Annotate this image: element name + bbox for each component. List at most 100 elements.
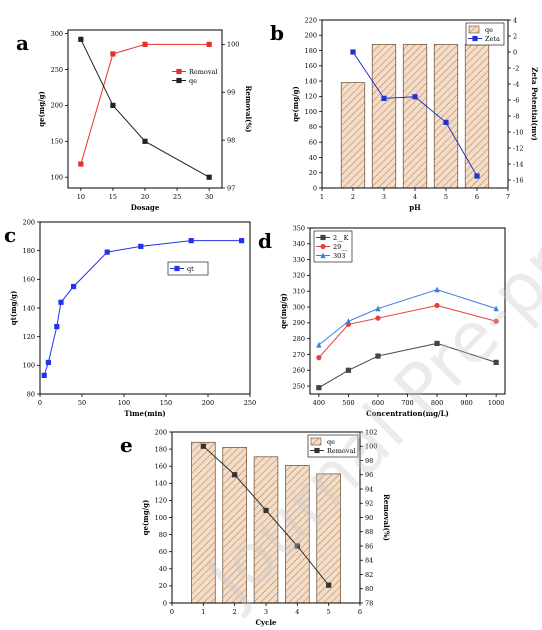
x-tick-label-e: 1 bbox=[201, 608, 205, 616]
legend-marker-d bbox=[320, 234, 326, 241]
watermark-text: Journal Pre-proof bbox=[188, 148, 542, 622]
legend-entry-a: Removal bbox=[189, 68, 217, 76]
y-tick-label-e: 20 bbox=[159, 582, 167, 590]
x-tick-label-d: 1000 bbox=[488, 399, 505, 407]
legend-entry-d: 303 bbox=[333, 252, 345, 260]
y2-tick-label-b: 2 bbox=[513, 32, 517, 40]
y2-tick-label-a: 97 bbox=[227, 184, 235, 192]
y-tick-label-d: 270 bbox=[293, 351, 305, 359]
y2-tick-label-b: 0 bbox=[513, 48, 517, 56]
y-tick-label-d: 250 bbox=[293, 382, 305, 390]
y-tick-label-b: 20 bbox=[309, 169, 317, 177]
x-tick-label-a: 15 bbox=[109, 193, 117, 201]
bar-b-1 bbox=[340, 82, 366, 189]
x-tick-label-c: 0 bbox=[38, 399, 42, 407]
y-tick-label-b: 100 bbox=[305, 108, 317, 116]
legend-box-c bbox=[167, 261, 209, 276]
y-tick-label-a: 100 bbox=[51, 174, 63, 182]
y2-tick-label-e: 86 bbox=[365, 542, 373, 550]
legend-marker-b bbox=[472, 35, 478, 42]
data-point-a-1 bbox=[78, 36, 84, 42]
y-tick-label-d: 310 bbox=[293, 288, 305, 296]
y-axis-label-b: qe(mg/g) bbox=[291, 86, 300, 122]
y2-tick-label-e: 98 bbox=[365, 457, 373, 465]
data-point-c-0 bbox=[239, 238, 245, 244]
data-point-a-1 bbox=[142, 138, 148, 144]
data-point-b-1 bbox=[350, 49, 356, 55]
legend-entry-b: Zeta bbox=[485, 35, 500, 43]
data-point-c-0 bbox=[104, 249, 110, 255]
y2-axis-label-a: Removal(%) bbox=[244, 86, 253, 133]
y2-tick-label-e: 80 bbox=[365, 585, 373, 593]
series-line-c-0 bbox=[43, 240, 242, 376]
data-point-d-2 bbox=[316, 341, 322, 348]
data-point-d-0 bbox=[316, 385, 322, 391]
data-point-b-1 bbox=[474, 173, 480, 179]
legend-swatch-b bbox=[468, 25, 480, 34]
x-tick-label-b: 4 bbox=[413, 193, 417, 201]
panel-label-d: d bbox=[258, 229, 272, 253]
panel-label-b: b bbox=[270, 21, 284, 45]
y-tick-label-d: 280 bbox=[293, 335, 305, 343]
data-point-e-1 bbox=[263, 507, 269, 513]
data-point-d-2 bbox=[375, 305, 381, 312]
y-axis-label-a: qe(mg/g) bbox=[37, 91, 46, 127]
y-axis-label-c: qt(mg/g) bbox=[9, 291, 18, 326]
y-tick-label-b: 140 bbox=[305, 77, 317, 85]
legend-entry-d: 2__K bbox=[333, 234, 349, 242]
y2-tick-label-b: 4 bbox=[513, 16, 517, 24]
data-point-c-0 bbox=[54, 324, 60, 330]
data-point-d-0 bbox=[375, 353, 381, 359]
y-tick-label-e: 160 bbox=[155, 463, 167, 471]
x-axis-label-e: Cycle bbox=[255, 618, 277, 627]
x-tick-label-b: 6 bbox=[475, 193, 479, 201]
x-tick-label-c: 250 bbox=[244, 399, 256, 407]
y-tick-label-e: 200 bbox=[155, 428, 167, 436]
bar-b-3 bbox=[402, 44, 428, 189]
y-tick-label-d: 260 bbox=[293, 367, 305, 375]
y-tick-label-e: 140 bbox=[155, 480, 167, 488]
y-tick-label-c: 140 bbox=[23, 304, 35, 312]
y-tick-label-b: 220 bbox=[305, 16, 317, 24]
y-tick-label-d: 350 bbox=[293, 224, 305, 232]
data-point-e-1 bbox=[200, 443, 206, 449]
y-tick-label-d: 320 bbox=[293, 272, 305, 280]
panel-label-c: c bbox=[4, 223, 16, 247]
data-point-c-0 bbox=[45, 359, 51, 366]
data-point-c-0 bbox=[58, 299, 64, 305]
x-tick-label-c: 100 bbox=[118, 399, 130, 407]
y-tick-label-e: 180 bbox=[155, 445, 167, 453]
data-point-e-1 bbox=[326, 582, 332, 588]
data-point-c-0 bbox=[71, 283, 77, 290]
y-tick-label-e: 80 bbox=[159, 531, 167, 539]
data-point-a-0 bbox=[206, 41, 212, 47]
data-point-a-0 bbox=[142, 41, 148, 47]
data-point-d-0 bbox=[493, 359, 499, 365]
x-tick-label-c: 150 bbox=[160, 399, 172, 407]
chart-panel-d: 400 500 600 700 800 900 1000 250 260 270 280 290 300… bbox=[258, 224, 506, 418]
y-tick-label-b: 180 bbox=[305, 47, 317, 55]
y2-tick-label-e: 78 bbox=[365, 599, 373, 607]
x-tick-label-d: 600 bbox=[372, 399, 384, 407]
data-point-b-1 bbox=[381, 95, 387, 101]
legend-c: qt bbox=[167, 261, 209, 276]
x-tick-label-b: 1 bbox=[320, 193, 324, 201]
x-tick-label-b: 7 bbox=[506, 193, 510, 201]
legend-entry-e: qe bbox=[327, 438, 335, 446]
legend-marker-e bbox=[314, 447, 320, 454]
y-tick-label-a: 250 bbox=[51, 66, 63, 74]
y2-tick-label-b: -2 bbox=[513, 64, 519, 72]
y2-tick-label-b: -12 bbox=[513, 144, 523, 152]
legend-swatch-e bbox=[310, 437, 322, 446]
data-point-d-0 bbox=[345, 367, 352, 373]
x-tick-label-b: 2 bbox=[351, 193, 355, 201]
y2-tick-label-e: 92 bbox=[365, 500, 373, 508]
x-tick-label-e: 3 bbox=[264, 608, 268, 616]
y-tick-label-e: 40 bbox=[159, 565, 167, 573]
legend-entry-b: qe bbox=[485, 26, 493, 34]
data-point-a-1 bbox=[110, 102, 116, 109]
